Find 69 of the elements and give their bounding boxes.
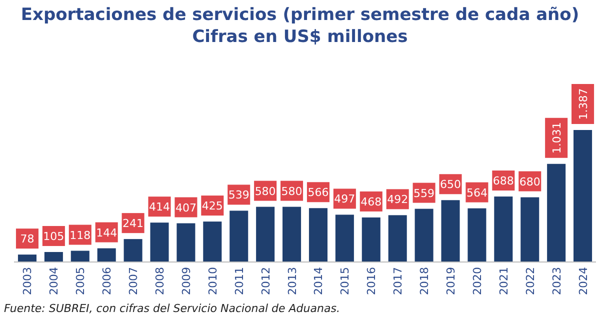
x-tick-label: 2021 (497, 267, 510, 295)
data-label: 241 (122, 217, 144, 230)
data-label: 650 (440, 178, 461, 192)
bar (44, 252, 63, 262)
data-label: 492 (387, 193, 408, 206)
bar (256, 206, 275, 262)
data-label: 414 (149, 200, 170, 214)
x-tick-label: 2022 (524, 267, 537, 295)
data-label: 144 (96, 226, 118, 240)
data-label: 407 (175, 201, 196, 214)
bar (308, 208, 328, 262)
x-tick-label: 2017 (392, 267, 405, 295)
x-tick-label: 2016 (365, 267, 378, 295)
bar (494, 196, 513, 262)
bar (124, 239, 142, 262)
data-label: 468 (360, 195, 382, 208)
bar (414, 208, 434, 262)
bar (574, 130, 592, 262)
x-tick-label: 2015 (338, 267, 352, 295)
data-label: 78 (20, 232, 34, 246)
bar (18, 254, 36, 262)
data-label: 105 (43, 230, 64, 244)
x-tick-label: 2014 (312, 267, 326, 295)
data-label: 688 (492, 174, 514, 188)
bar (468, 208, 486, 262)
data-label: 580 (281, 184, 302, 198)
bar (150, 222, 169, 262)
data-label: 539 (228, 188, 250, 202)
data-label: 580 (254, 184, 276, 198)
x-tick-label: 2011 (232, 267, 246, 295)
chart-subtitle: Cifras en US$ millones (192, 27, 408, 47)
x-tick-label: 2008 (154, 267, 166, 295)
x-tick-label: 2004 (48, 267, 61, 295)
bar (362, 217, 380, 262)
bar (203, 222, 222, 262)
x-tick-label: 2007 (127, 267, 140, 295)
bar (441, 200, 460, 262)
data-label: 1.031 (550, 122, 564, 154)
bar (335, 214, 354, 262)
bar (230, 210, 248, 262)
x-tick-label: 2010 (206, 267, 220, 295)
data-label: 559 (414, 186, 435, 200)
x-tick-label: 2005 (74, 267, 88, 295)
bar (520, 197, 540, 262)
x-tick-label: 2019 (444, 267, 458, 295)
data-label: 564 (466, 186, 488, 200)
data-label: 680 (519, 175, 540, 188)
x-tick-label: 2006 (100, 267, 114, 295)
x-tick-label: 2018 (418, 267, 432, 295)
bar (97, 248, 116, 262)
bar (547, 164, 566, 262)
x-tick-label: 2009 (180, 267, 193, 295)
bar (282, 206, 302, 262)
data-label: 497 (334, 192, 356, 206)
x-tick-label: 2020 (470, 267, 484, 295)
x-tick-label: 2003 (21, 267, 34, 295)
bar (70, 250, 90, 262)
data-label: 1.387 (576, 88, 590, 120)
x-tick-label: 2012 (259, 267, 272, 295)
chart-title: Exportaciones de servicios (primer semestre de cada año) (20, 5, 580, 25)
bar (176, 223, 196, 262)
data-label: 118 (70, 228, 91, 242)
x-tick-label: 2024 (576, 267, 590, 295)
bar (388, 215, 407, 262)
data-label: 566 (308, 186, 329, 200)
x-tick-label: 2023 (550, 267, 564, 295)
x-tick-label: 2013 (286, 267, 299, 295)
source-note: Fuente: SUBREI, con cifras del Servicio Nacional de Aduanas. (4, 302, 340, 315)
data-label: 425 (202, 200, 223, 213)
